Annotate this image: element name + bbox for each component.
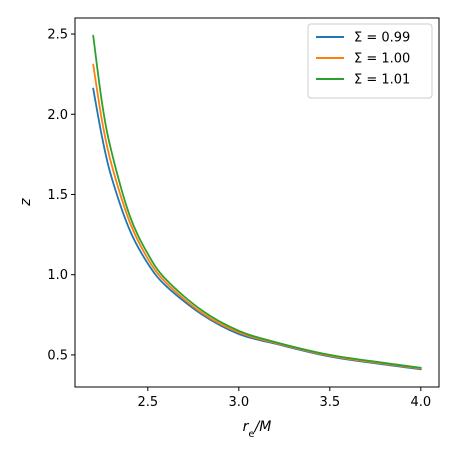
y-tick-label: 1.5 (47, 188, 68, 203)
series-layer (92, 34, 422, 371)
y-axis-label: z (18, 198, 34, 207)
plot-frame (74, 17, 440, 388)
legend-label: Σ = 1.01 (354, 73, 410, 88)
series-line-2 (92, 34, 422, 369)
legend-label: Σ = 0.99 (354, 31, 410, 46)
x-tick-label: 3.0 (228, 395, 249, 410)
x-tick-label: 4.0 (410, 395, 431, 410)
legend-label: Σ = 1.00 (354, 52, 410, 67)
y-tick-label: 2.0 (47, 108, 68, 123)
x-axis-label: re/M (243, 419, 272, 440)
x-tick-label: 2.5 (137, 395, 158, 410)
x-axis-label-base: r (243, 419, 250, 435)
legend-items: Σ = 0.99 Σ = 1.00 Σ = 1.01 (316, 31, 410, 88)
y-tick-label: 2.5 (47, 28, 68, 43)
x-axis: 2.5 3.0 3.5 4.0 (137, 387, 431, 410)
y-tick-label: 1.0 (47, 268, 68, 283)
x-axis-label-subscript: e (248, 429, 254, 440)
legend: Σ = 0.99 Σ = 1.00 Σ = 1.01 (307, 23, 433, 99)
y-tick-label: 0.5 (47, 348, 68, 363)
x-tick-label: 3.5 (319, 395, 340, 410)
y-axis: 0.5 1.0 1.5 2.0 2.5 (47, 28, 75, 363)
x-axis-label-rest: /M (253, 419, 272, 435)
